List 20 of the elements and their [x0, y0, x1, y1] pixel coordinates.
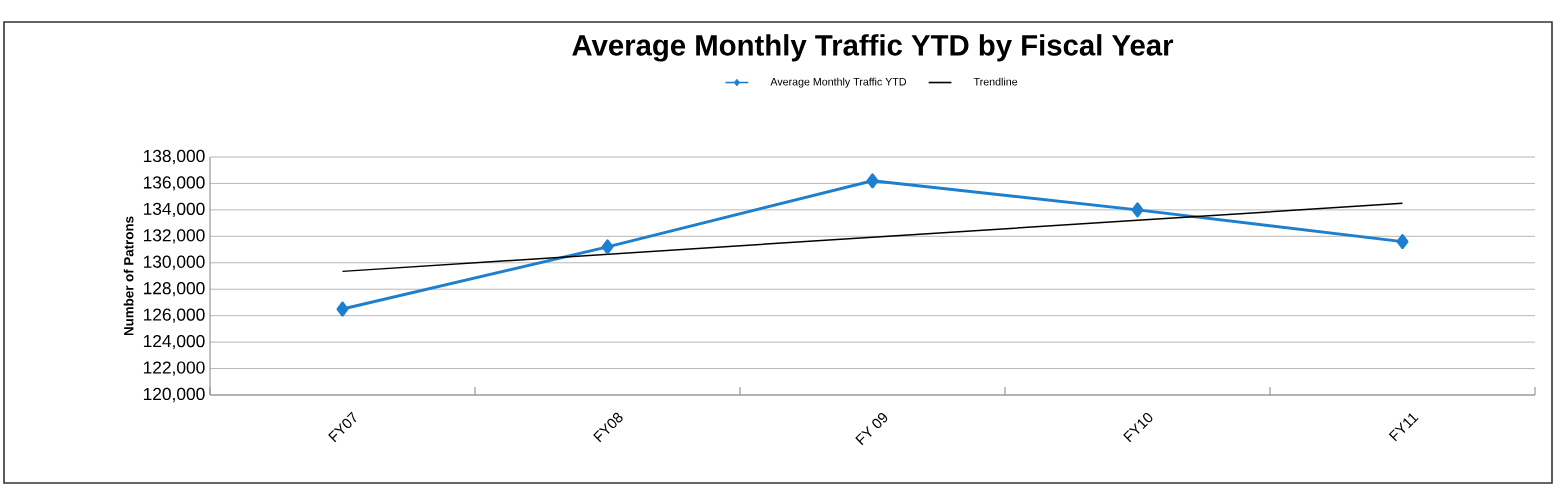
- y-tick-label: 128,000: [143, 282, 205, 297]
- y-tick-label: 132,000: [143, 229, 205, 244]
- point: [1131, 202, 1144, 218]
- y-tick-label: 120,000: [143, 387, 205, 403]
- point: [866, 173, 879, 189]
- point: [1396, 234, 1409, 250]
- x-tick-label: FY 09: [855, 413, 888, 446]
- y-axis-title: Number of Patrons: [123, 216, 134, 336]
- point: [601, 239, 614, 255]
- y-tick-label: 124,000: [143, 334, 205, 350]
- chart-title: Average Monthly Traffic YTD by Fiscal Year: [572, 34, 1174, 62]
- y-tick-label: 138,000: [143, 149, 205, 165]
- y-tick-label: 134,000: [143, 202, 205, 218]
- legend-label: Trendline: [973, 77, 1018, 86]
- y-tick-label: 136,000: [143, 176, 205, 191]
- y-tick-label: 130,000: [143, 255, 205, 270]
- y-tick-label: 126,000: [143, 308, 205, 323]
- legend-label: Average Monthly Traffic YTD: [770, 77, 907, 88]
- point: [336, 301, 349, 317]
- y-tick-label: 122,000: [143, 361, 205, 376]
